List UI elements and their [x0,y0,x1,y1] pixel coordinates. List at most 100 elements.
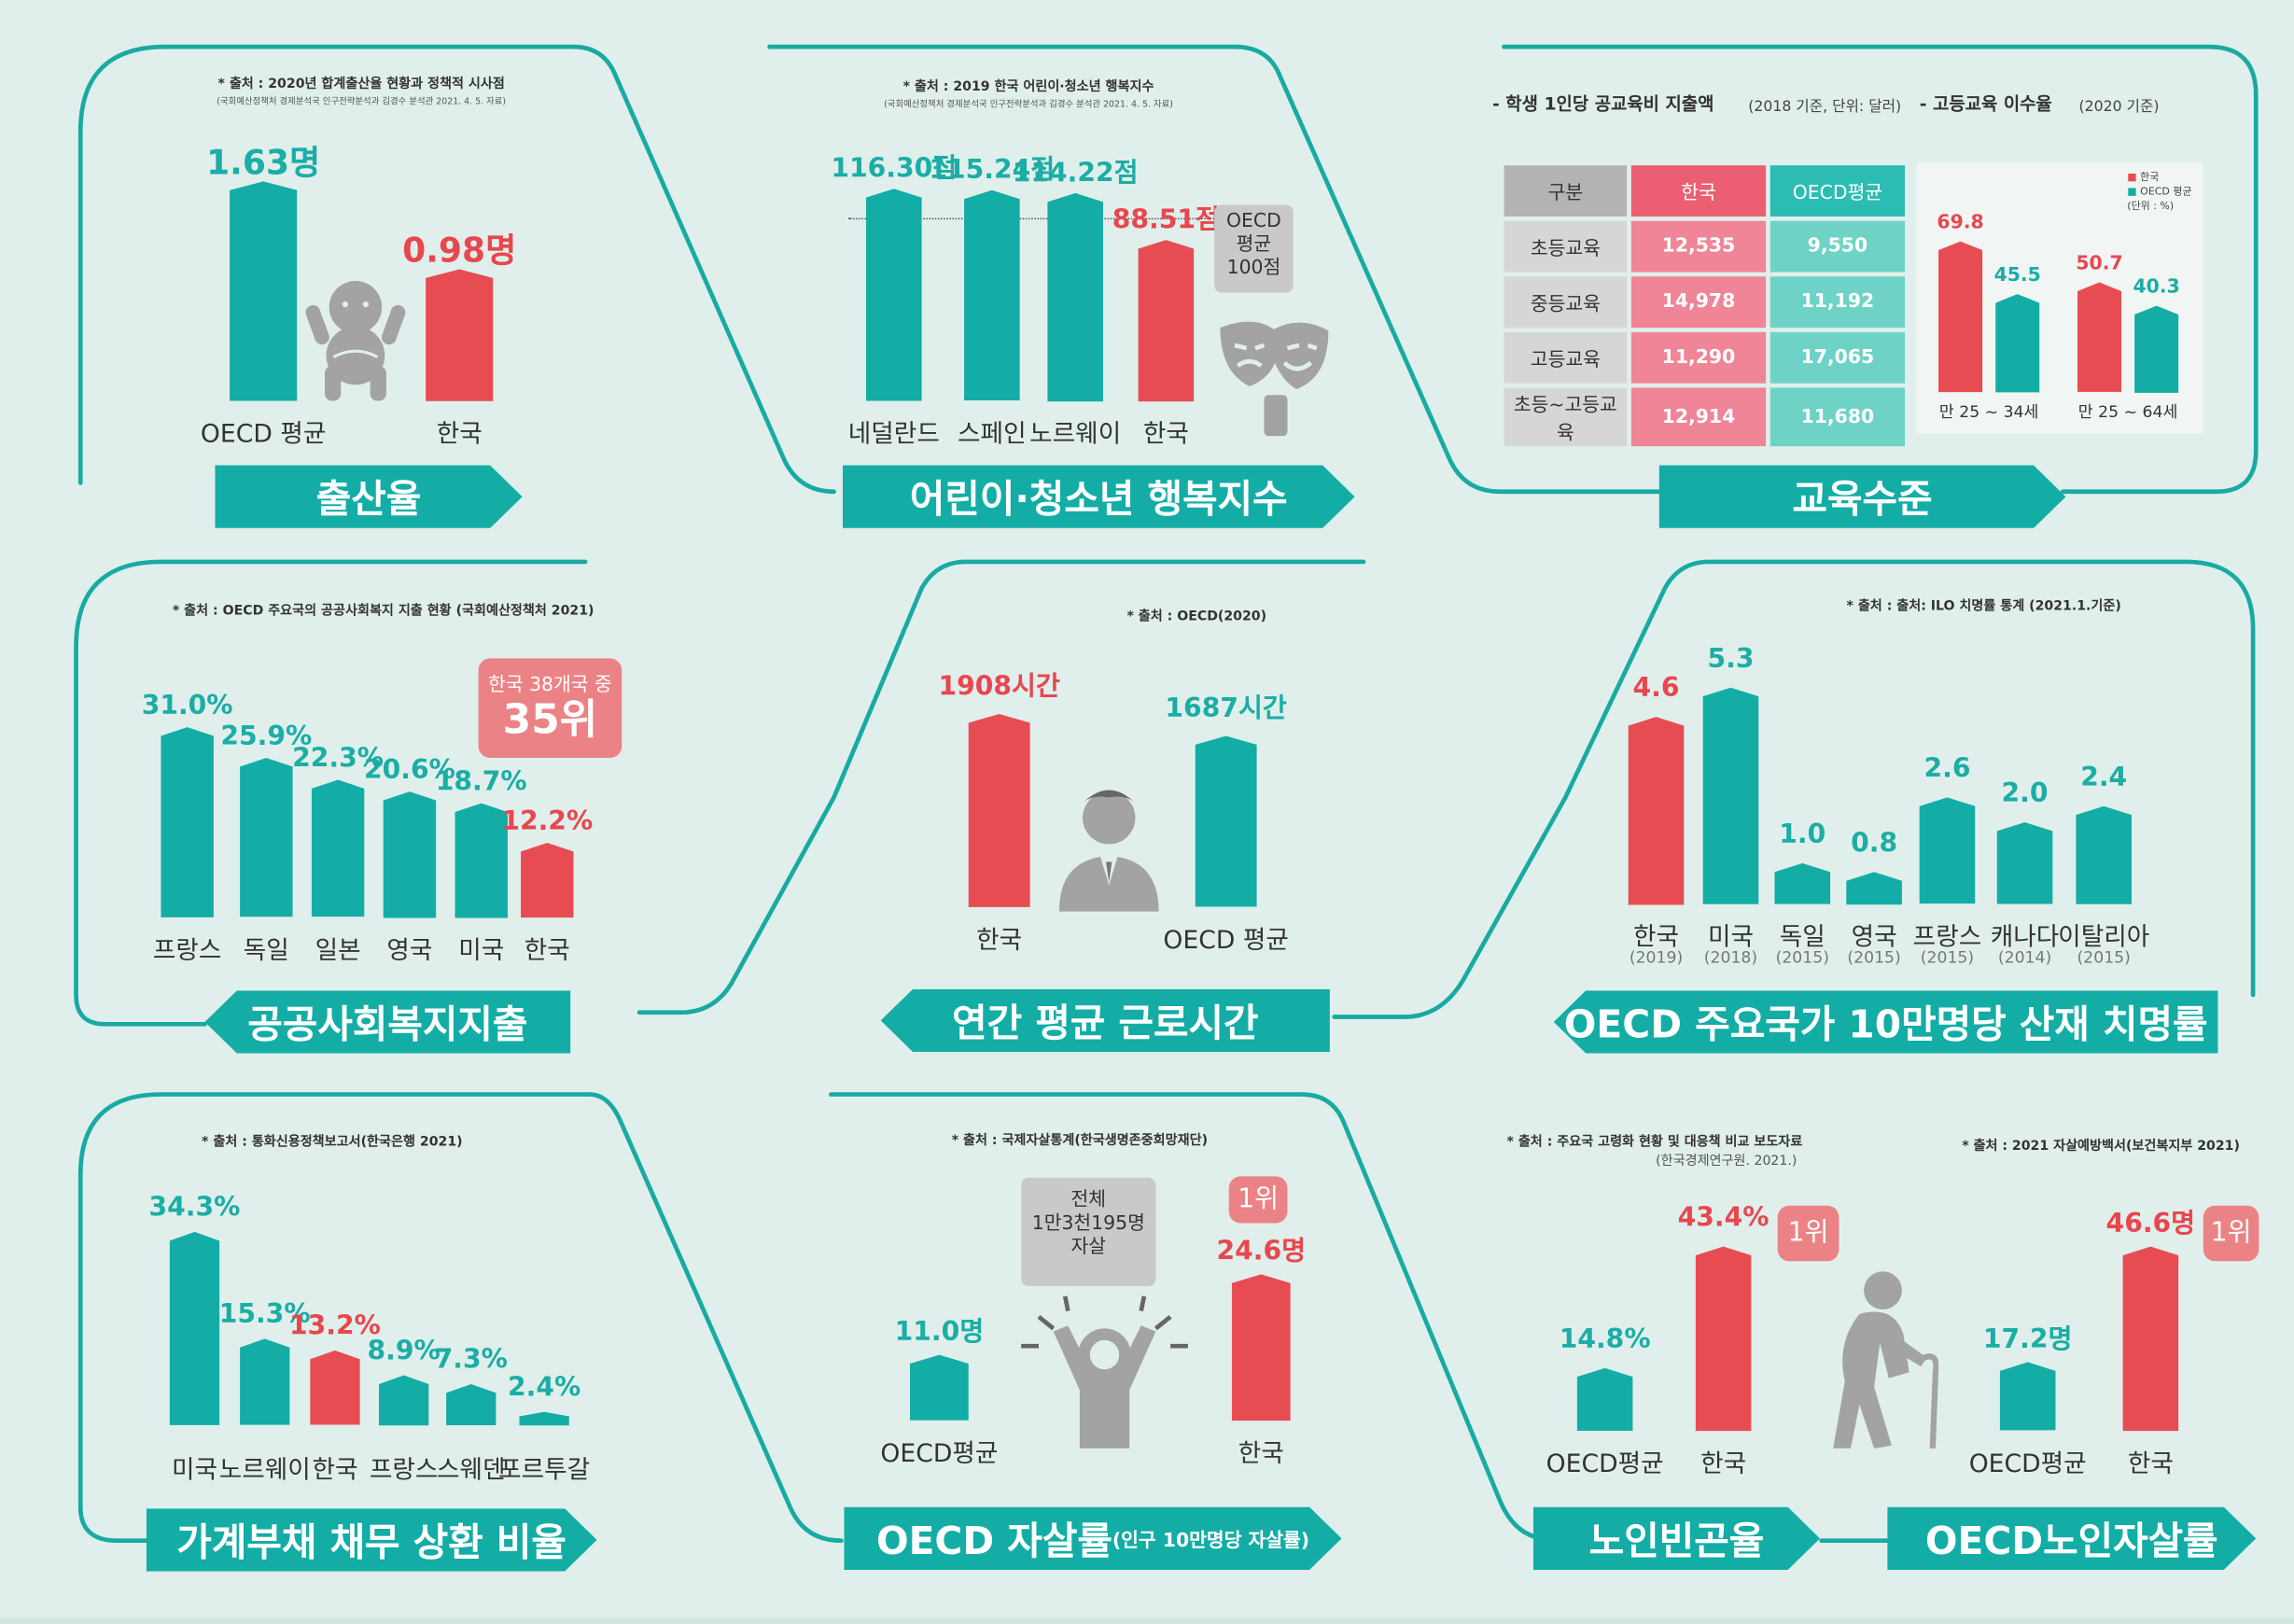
stressed-person-icon [1021,1295,1188,1449]
bar-happy-0 [866,189,922,401]
category-label: 독일 [1779,923,1825,953]
year-label: (2015) [1775,947,1829,968]
bar-edu2 [1938,241,1983,393]
value-label: 8.9% [367,1335,441,1366]
table-cell: 12,914 [1630,387,1767,447]
category-label: 만 25 ~ 64세 [2077,402,2178,422]
value-label: 12.2% [501,805,594,837]
ribbon-title: 연간 평균 근로시간 [952,1001,1259,1046]
category-label: 한국 [2127,1449,2174,1479]
value-label: 40.3 [2133,275,2180,299]
category-label: 스페인 [958,419,1027,450]
bar-edu2 [2077,282,2122,393]
bar-suicide-0 [910,1355,969,1421]
table-cell: 초등교육 [1504,220,1628,273]
value-label: 2.4 [2080,762,2128,793]
table-cell: 중등교육 [1504,276,1628,329]
badge-line1: 한국 38개국 중 [488,674,612,697]
source: * 출처 : 2020년 합계출산율 현황과 정책적 시사점 [217,77,505,92]
value-label: 1687시간 [1165,693,1287,725]
source: * 출처 : OECD(2020) [1126,609,1267,625]
category-label: 독일 [243,936,289,966]
category-label: OECD 평균 [1163,926,1289,956]
value-label: 115.24점 [929,155,1056,187]
ribbon-title: OECD 자살률 [875,1519,1112,1564]
businessman-icon [1058,790,1159,912]
bar-fatal-0 [1628,716,1685,904]
elderly-person-icon [1833,1271,1939,1449]
bar-work-1 [1195,735,1257,907]
bar-edu2 [2134,304,2179,393]
table-row: 초등교육 12,535 9,550 [1504,220,1906,273]
bar-eldersuicide-0 [1999,1363,2056,1432]
value-label: 11.0명 [894,1317,985,1349]
bar-welfare-1 [240,758,293,917]
value-label: 45.5 [1993,264,2041,287]
chart2-note: (2020 기준) [2078,99,2160,116]
category-label: 영국 [386,936,433,966]
value-label: 69.8 [1937,212,1984,234]
category-label: 만 25 ~ 34세 [1938,402,2039,422]
table-header: 구분 [1504,165,1628,217]
value-label: 88.51점 [1112,203,1220,235]
value-label: 1.63명 [206,145,321,183]
rank-badge: 한국 38개국 중 35위 [478,658,622,759]
year-label: (2015) [2077,947,2131,968]
category-label: 미국 [458,936,505,966]
table-cell: 11,680 [1769,387,1906,447]
bar-fatal-4 [1919,797,1976,904]
bar-fatal-3 [1846,871,1902,904]
value-label: 2.0 [2001,778,2049,810]
source: * 출처 : 국제자살통계(한국생명존중희망재단) [951,1133,1209,1149]
category-label: 한국 [524,936,570,966]
value-label: 18.7% [435,765,527,797]
year-label: (2019) [1629,947,1684,968]
legend: ■ 한국 ■ OECD 평균 (단위 : %) [2127,171,2192,213]
category-label: 네덜란드 [847,419,940,450]
category-label: 프랑스 [1912,923,1982,953]
category-label: 한국 [1238,1439,1284,1469]
table-row: 고등교육 11,290 17,065 [1504,331,1906,384]
category-label: 영국 [1851,923,1897,953]
category-label: 한국 [1633,923,1680,953]
legend-korea: 한국 [2140,171,2160,183]
ribbon-edu: 교육수준 [1659,465,2066,527]
bar-fatal-5 [1996,822,2053,904]
category-label: 한국 [1700,1449,1747,1479]
table-cell: 12,535 [1630,220,1767,273]
value-label: 24.6명 [1216,1236,1307,1267]
bar-debt-5 [519,1411,569,1425]
year-label: (2014) [1997,947,2052,968]
value-label: 5.3 [1707,643,1755,675]
ribbon-title: OECD 주요국가 10만명당 산재 치명률 [1563,1003,2208,1048]
ribbon-title: 노인빈곤율 [1588,1519,1765,1564]
category-label: OECD평균 [880,1439,999,1469]
value-label: 7.3% [434,1344,508,1376]
category-label: 미국 [171,1455,218,1486]
bar-debt-0 [169,1231,220,1425]
bar-debt-2 [310,1351,360,1425]
value-label: 0.8 [1851,827,1898,859]
source-note: (한국경제연구원. 2021.) [1656,1154,1797,1169]
category-label: 한국 [976,926,1023,956]
category-label: OECD평균 [1546,1449,1664,1479]
category-label: 캐나다 [1990,923,2060,953]
value-label: 15.3% [218,1299,311,1331]
bar-birth-0 [230,181,298,401]
ribbon-suicide: OECD 자살률 (인구 10만명당 자살률) [845,1507,1342,1570]
rank-badge: 1위 [1228,1176,1288,1224]
bar-debt-1 [240,1338,290,1425]
value-label: 14.8% [1559,1323,1651,1355]
category-label: 프랑스 [369,1455,439,1486]
source: * 출처 : 주요국 고령화 현황 및 대응책 비교 보도자료 [1506,1135,1803,1151]
table-header: OECD평균 [1769,165,1906,217]
bar-poverty-1 [1695,1246,1752,1432]
category-label: 미국 [1707,923,1754,953]
table-title: - 학생 1인당 공교육비 지출액 [1491,93,1714,115]
value-label: 114.22점 [1012,157,1139,189]
category-label: 한국 [312,1455,358,1486]
source: * 출처 : 2021 자살예방백서(보건복지부 2021) [1962,1140,2240,1155]
category-label: 포르투갈 [498,1455,591,1486]
bar-edu2 [1995,293,2040,393]
table-cell: 14,978 [1630,276,1767,329]
